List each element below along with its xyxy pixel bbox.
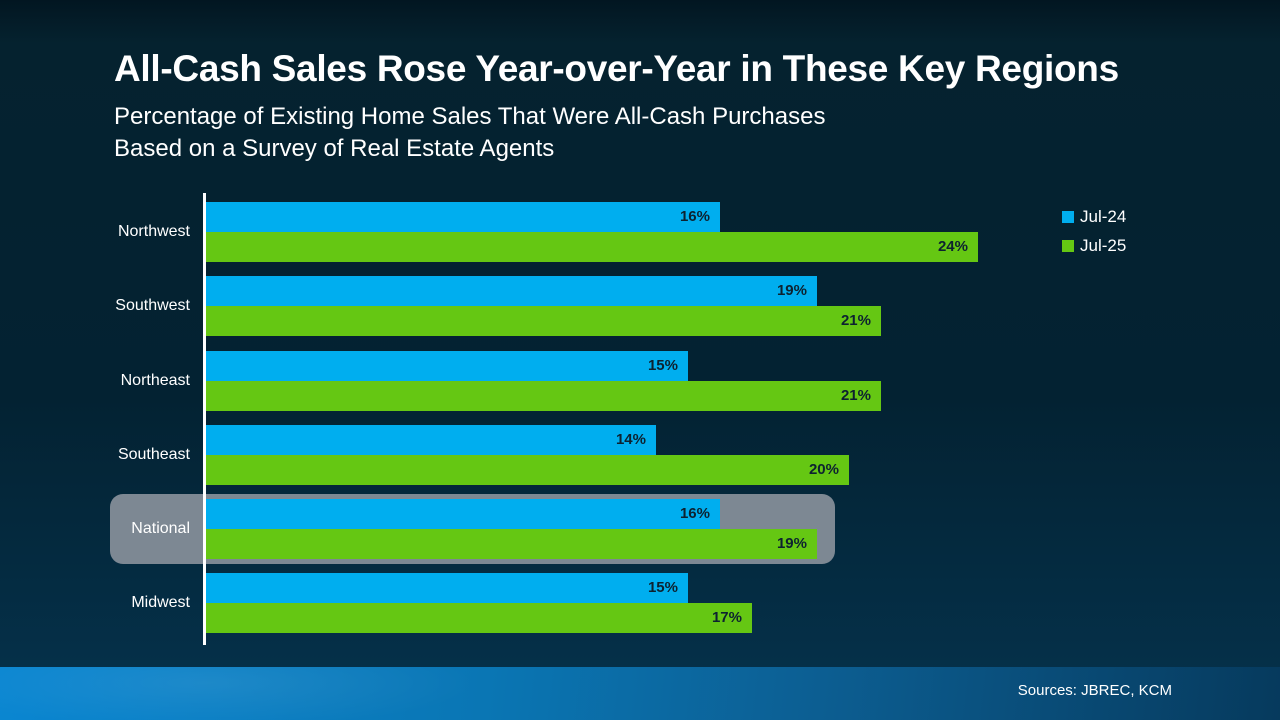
bar-jul25-national: 19% bbox=[205, 529, 817, 559]
category-label-northwest: Northwest bbox=[117, 223, 190, 240]
legend-swatch-jul24-icon bbox=[1062, 210, 1074, 223]
value-label-jul25-national: 19% bbox=[776, 535, 807, 552]
category-label-midwest: Midwest bbox=[131, 594, 190, 612]
bar-jul24-midwest: 15% bbox=[205, 573, 688, 604]
bar-jul24-national: 16% bbox=[205, 499, 720, 529]
category-label-northeast: Northeast bbox=[120, 371, 190, 389]
bar-jul24-northeast: 15% bbox=[205, 350, 688, 381]
category-label-southeast: Southeast bbox=[117, 445, 190, 463]
bar-jul25-northeast: 21% bbox=[205, 380, 881, 411]
legend: Jul-24 Jul-25 bbox=[1062, 202, 1126, 260]
bar-jul25-southwest: 21% bbox=[205, 306, 881, 337]
bar-jul25-midwest: 17% bbox=[205, 603, 752, 634]
legend-label-jul24: Jul-24 bbox=[1080, 206, 1127, 226]
bar-jul24-northwest: 16% bbox=[205, 202, 720, 232]
bar-jul24-southwest: 19% bbox=[205, 276, 817, 307]
value-label-jul25-midwest: 17% bbox=[711, 609, 742, 627]
sources-text: Sources: JBREC, KCM bbox=[1017, 682, 1172, 699]
legend-item-jul25: Jul-25 bbox=[1062, 231, 1126, 260]
bar-jul25-southeast: 20% bbox=[205, 454, 849, 485]
bar-jul25-northwest: 24% bbox=[205, 232, 978, 262]
legend-item-jul24: Jul-24 bbox=[1062, 202, 1126, 231]
chart-subtitle-line2: Based on a Survey of Real Estate Agents bbox=[114, 135, 555, 162]
value-label-jul25-southwest: 21% bbox=[840, 312, 871, 330]
category-label-southwest: Southwest bbox=[115, 297, 190, 315]
chart-subtitle-line1: Percentage of Existing Home Sales That W… bbox=[114, 103, 826, 130]
chart-subtitle: Percentage of Existing Home Sales That W… bbox=[114, 101, 825, 165]
value-label-jul24-midwest: 15% bbox=[647, 579, 678, 597]
category-label-national: National bbox=[131, 520, 190, 537]
value-label-jul24-northwest: 16% bbox=[679, 208, 710, 225]
value-label-jul24-southwest: 19% bbox=[776, 282, 807, 300]
legend-label-jul25: Jul-25 bbox=[1080, 235, 1127, 255]
value-label-jul25-northwest: 24% bbox=[937, 238, 968, 255]
footer-band: Sources: JBREC, KCM bbox=[0, 667, 1280, 720]
value-label-jul25-southeast: 20% bbox=[808, 460, 839, 478]
legend-swatch-jul25-icon bbox=[1062, 239, 1074, 252]
value-label-jul24-southeast: 14% bbox=[615, 430, 646, 448]
chart-title: All-Cash Sales Rose Year-over-Year in Th… bbox=[114, 48, 1119, 89]
value-label-jul25-northeast: 21% bbox=[840, 386, 871, 404]
value-label-jul24-national: 16% bbox=[679, 505, 710, 522]
bar-jul24-southeast: 14% bbox=[205, 424, 656, 455]
y-axis-line bbox=[203, 193, 206, 645]
value-label-jul24-northeast: 15% bbox=[647, 356, 678, 374]
